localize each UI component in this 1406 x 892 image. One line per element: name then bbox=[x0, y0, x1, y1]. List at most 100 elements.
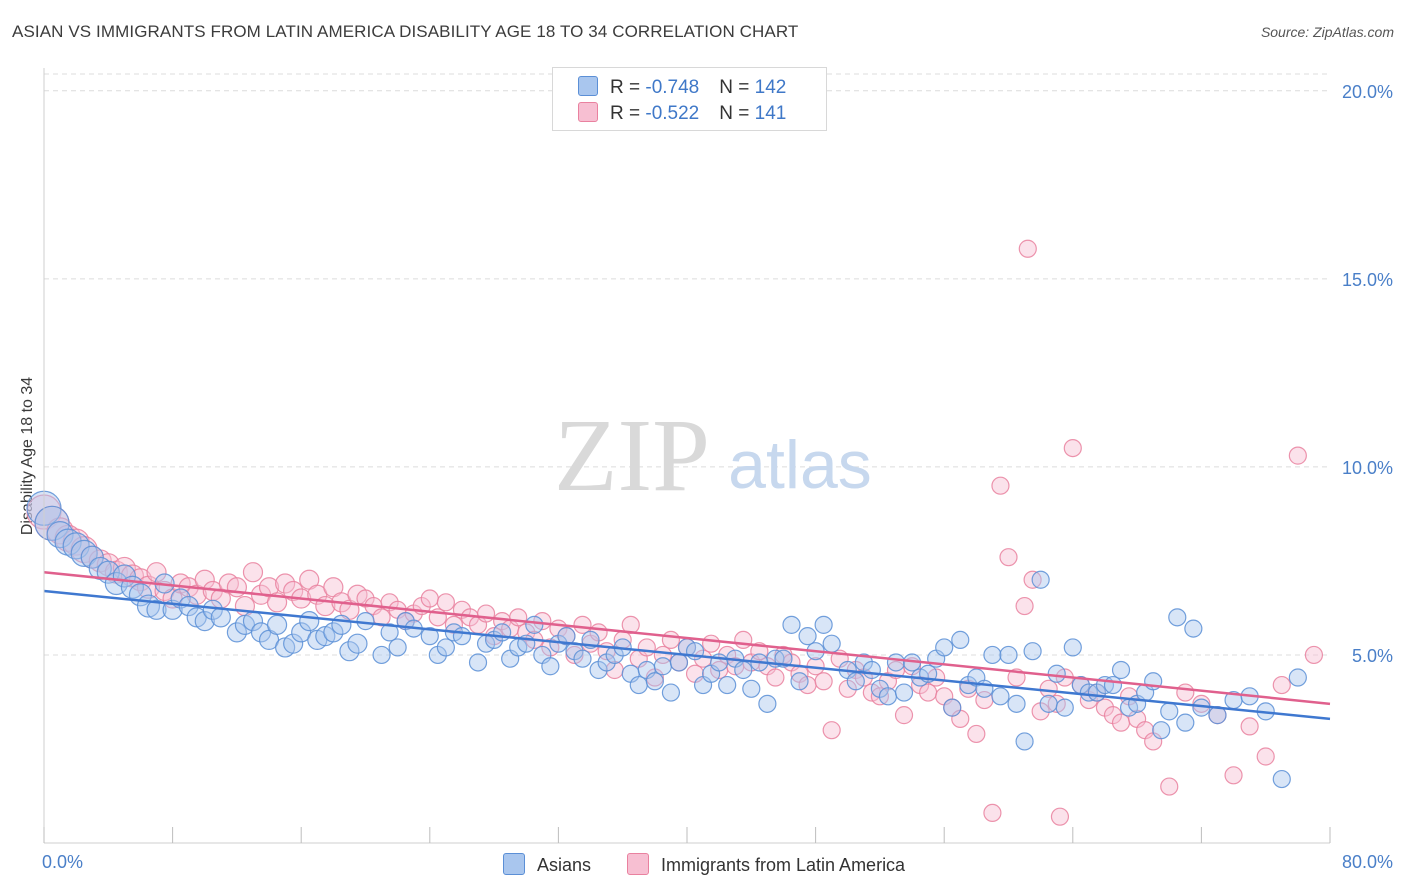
latin-r-value: -0.522 bbox=[645, 103, 700, 124]
latin-point bbox=[436, 593, 455, 612]
asian-point bbox=[46, 520, 74, 549]
latin-point bbox=[919, 683, 938, 702]
asian-point bbox=[734, 660, 753, 680]
asian-point bbox=[194, 611, 215, 632]
latin-trend-line bbox=[43, 570, 1331, 706]
latin-point bbox=[991, 476, 1010, 495]
asian-point bbox=[661, 683, 681, 702]
asian-point bbox=[468, 653, 488, 672]
asian-point bbox=[846, 672, 865, 691]
asian-point bbox=[653, 657, 672, 676]
asian-point bbox=[146, 599, 167, 620]
stats-legend: R = -0.748 N = 142 R = -0.522 N = 141 bbox=[552, 67, 827, 131]
latin-point bbox=[661, 630, 681, 650]
latin-legend-swatch bbox=[627, 853, 649, 875]
source-label: Source: ZipAtlas.com bbox=[1260, 24, 1394, 40]
asian-point bbox=[1272, 769, 1291, 789]
asian-point bbox=[80, 545, 104, 569]
latin-legend-label: Immigrants from Latin America bbox=[661, 855, 906, 875]
asian-n-value: 142 bbox=[754, 77, 787, 98]
asian-point bbox=[935, 638, 954, 657]
asian-point bbox=[1047, 664, 1066, 683]
latin-point bbox=[146, 562, 167, 583]
x-tick-label-max: 80.0% bbox=[1341, 852, 1393, 872]
asian-point bbox=[356, 612, 375, 631]
asian-point bbox=[54, 528, 82, 556]
latin-point bbox=[275, 573, 296, 594]
latin-point bbox=[509, 608, 528, 627]
latin-point bbox=[999, 548, 1018, 567]
asian-point bbox=[323, 622, 344, 643]
asian-point bbox=[1184, 619, 1203, 638]
asian-point bbox=[718, 675, 737, 695]
latin-point bbox=[1288, 446, 1307, 465]
latin-point bbox=[1240, 717, 1259, 736]
asian-point bbox=[436, 638, 455, 657]
latin-point bbox=[1063, 438, 1082, 458]
asian-point bbox=[983, 645, 1002, 665]
asian-point bbox=[1160, 702, 1179, 721]
grid-lines bbox=[44, 73, 1330, 656]
asian-point bbox=[573, 649, 592, 668]
latin-point bbox=[702, 634, 721, 653]
asian-point bbox=[886, 653, 906, 672]
asian-point bbox=[420, 627, 439, 646]
asian-trend-line bbox=[43, 589, 1331, 721]
asian-point bbox=[266, 614, 288, 635]
asian-point bbox=[541, 657, 560, 676]
legend-row-latin: R = -0.522 N = 141 bbox=[578, 102, 786, 126]
watermark-zip: ZIP bbox=[554, 398, 710, 513]
latin-point bbox=[894, 706, 914, 725]
asian-point bbox=[347, 633, 368, 654]
asian-point bbox=[645, 672, 664, 691]
latin-point bbox=[637, 638, 656, 657]
asian-point bbox=[1007, 694, 1026, 713]
asian-n-label: N = bbox=[719, 77, 755, 98]
latin-point bbox=[1256, 747, 1275, 766]
asian-point bbox=[1023, 642, 1042, 661]
asian-point bbox=[790, 672, 809, 691]
asian-point bbox=[1176, 713, 1195, 732]
asian-point bbox=[70, 539, 98, 568]
watermark: ZIP atlas bbox=[554, 398, 872, 513]
y-tick-label: 15.0% bbox=[1342, 270, 1393, 290]
asian-point bbox=[339, 641, 360, 662]
asian-point bbox=[991, 687, 1010, 706]
asian-point bbox=[862, 660, 881, 680]
latin-point bbox=[420, 589, 439, 608]
x-tick-label-min: 0.0% bbox=[42, 852, 84, 872]
asian-point bbox=[525, 615, 544, 634]
asian-point bbox=[452, 627, 472, 646]
legend-row-asian: R = -0.748 N = 142 bbox=[578, 76, 786, 100]
latin-point bbox=[476, 604, 496, 623]
y-tick-label: 10.0% bbox=[1342, 458, 1393, 478]
asian-point bbox=[388, 638, 407, 657]
latin-point bbox=[1224, 766, 1243, 785]
latin-r-label: R = bbox=[610, 103, 646, 124]
asian-point bbox=[1055, 698, 1074, 717]
latin-n-label: N = bbox=[719, 103, 755, 124]
asian-point bbox=[669, 653, 689, 672]
asian-point bbox=[943, 698, 962, 717]
latin-point bbox=[1111, 713, 1131, 732]
y-tick-label: 20.0% bbox=[1342, 82, 1393, 102]
latin-point bbox=[1039, 679, 1058, 698]
latin-point bbox=[226, 577, 247, 598]
asian-point bbox=[894, 683, 914, 702]
latin-point bbox=[1018, 239, 1037, 258]
asian-point bbox=[822, 634, 841, 653]
latin-point bbox=[967, 724, 986, 744]
latin-point bbox=[242, 562, 264, 583]
asian-swatch bbox=[578, 76, 598, 96]
bottom-legend-latin: Immigrants from Latin America bbox=[627, 853, 905, 876]
watermark-atlas: atlas bbox=[728, 427, 872, 503]
asian-point bbox=[999, 645, 1018, 665]
asian-point bbox=[1288, 668, 1307, 687]
asian-point bbox=[331, 614, 352, 635]
latin-point bbox=[283, 580, 304, 602]
asian-r-label: R = bbox=[610, 77, 646, 98]
asian-point bbox=[1111, 660, 1131, 680]
chart-title: ASIAN VS IMMIGRANTS FROM LATIN AMERICA D… bbox=[12, 22, 799, 41]
asian-point bbox=[557, 627, 576, 646]
